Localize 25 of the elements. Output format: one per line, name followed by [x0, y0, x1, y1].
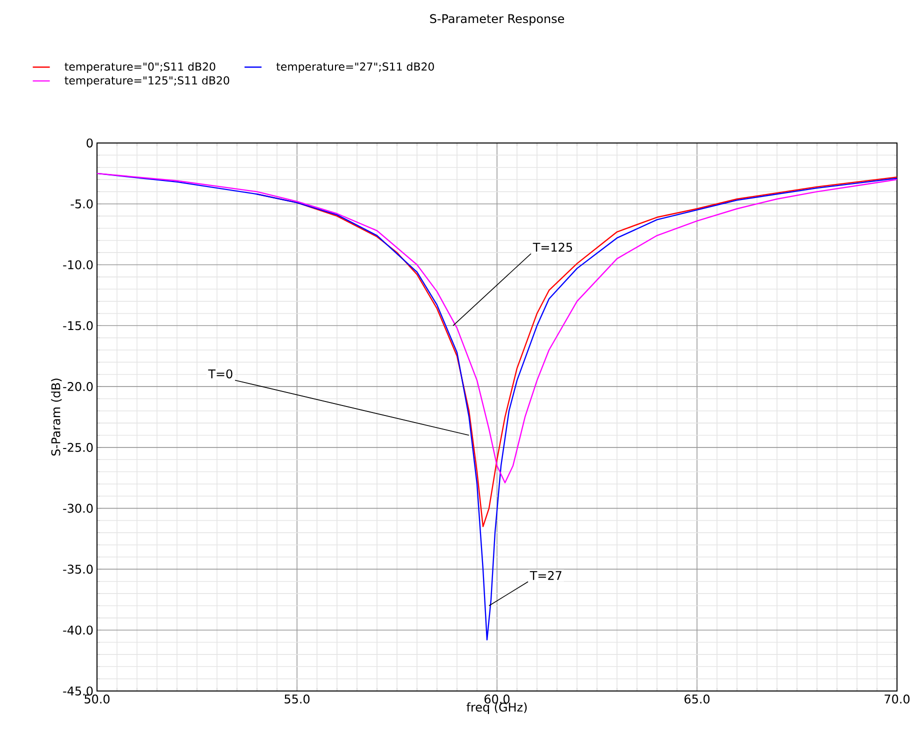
y-axis-title: S-Param (dB): [51, 378, 62, 456]
y-tick-label: 0: [86, 138, 93, 148]
y-tick-label: -25.0: [63, 442, 93, 452]
x-axis-title: freq (GHz): [466, 702, 527, 714]
annotation: T=0: [208, 369, 232, 378]
y-tick-label: -15.0: [63, 321, 93, 330]
chart-title: S-Parameter Response: [430, 14, 564, 26]
y-tick-label: -40.0: [63, 626, 93, 635]
x-tick-label: 50.0: [84, 694, 110, 704]
annotation: T=125: [532, 242, 572, 252]
y-tick-label: -20.0: [63, 382, 93, 392]
y-tick-label: -45.0: [63, 686, 93, 696]
legend-label: temperature="0";S11 dB20: [64, 62, 216, 73]
legend-label: temperature="125";S11 dB20: [64, 76, 230, 87]
legend-label: temperature="27";S11 dB20: [276, 62, 434, 73]
y-tick-label: -30.0: [63, 504, 93, 513]
x-tick-label: 60.0: [484, 694, 510, 704]
annotation: T=27: [530, 570, 562, 580]
y-tick-label: -10.0: [63, 260, 93, 270]
x-tick-label: 55.0: [284, 694, 310, 704]
y-tick-label: -5.0: [70, 199, 93, 208]
line-series: [97, 172, 898, 484]
y-tick-label: -35.0: [63, 564, 93, 574]
x-tick-label: 65.0: [684, 694, 710, 704]
x-tick-label: 70.0: [884, 694, 910, 704]
